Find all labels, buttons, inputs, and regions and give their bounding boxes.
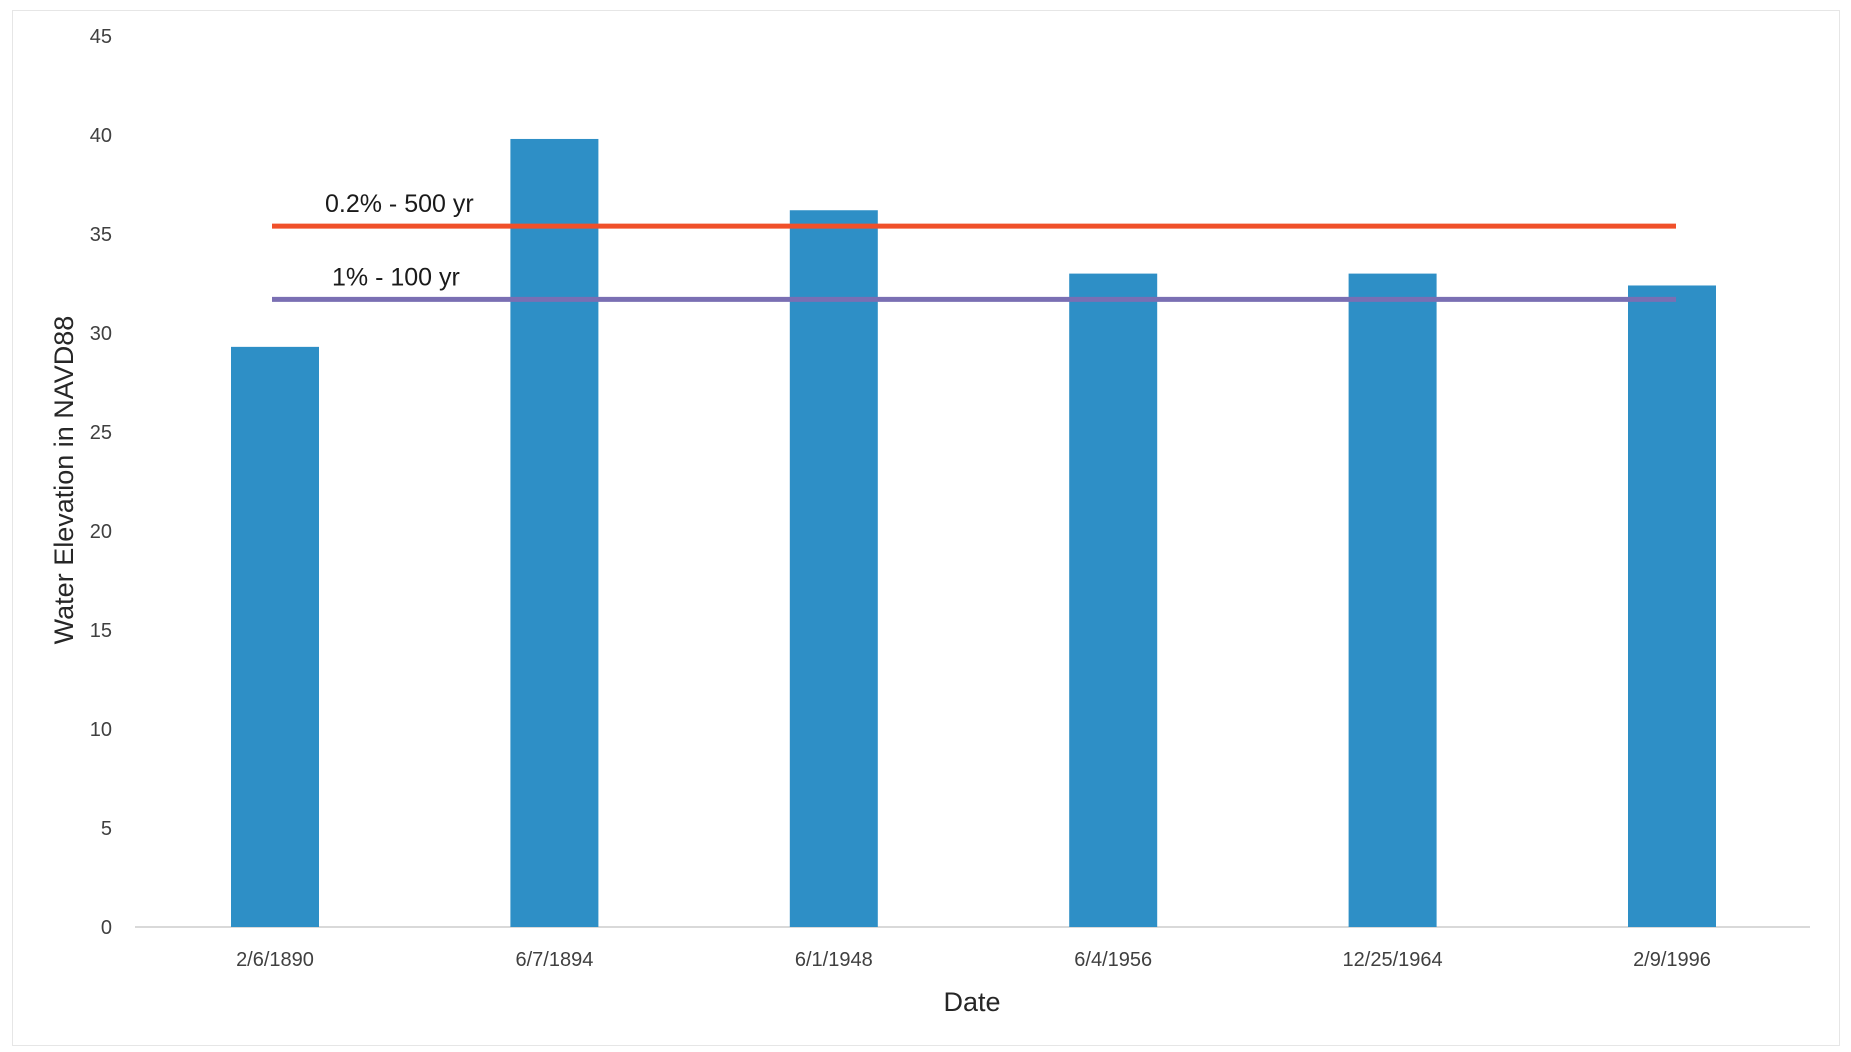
y-tick-label: 15 [90,620,112,642]
bar [1348,273,1437,928]
x-axis-title: Date [943,987,1000,1017]
x-tick-label: 6/1/1948 [795,949,873,971]
y-tick-label: 10 [90,719,112,741]
y-tick-label: 0 [101,917,112,939]
bar [1628,285,1716,928]
y-tick-label: 45 [90,26,112,48]
reference-line-label: 0.2% - 500 yr [325,190,474,218]
x-tick-label: 6/7/1894 [515,949,593,971]
x-axis-ticks: 2/6/1890 6/7/1894 6/1/1948 6/4/1956 12/25/19… [236,949,1711,971]
x-tick-label: 6/4/1956 [1074,949,1152,971]
y-tick-label: 30 [90,323,112,345]
bars [231,138,1716,928]
y-tick-label: 25 [90,422,112,444]
y-tick-label: 40 [90,125,112,147]
y-axis-title: Water Elevation in NAVD88 [49,316,79,645]
bar [1069,273,1158,928]
y-tick-label: 35 [90,224,112,246]
x-tick-label: 2/9/1996 [1633,949,1711,971]
y-tick-label: 20 [90,521,112,543]
bar [231,346,319,927]
x-tick-label: 12/25/1964 [1343,949,1443,971]
y-tick-label: 5 [101,818,112,840]
reference-lines: 0.2% - 500 yr 1% - 100 yr [272,190,1676,302]
bar [789,210,878,928]
bar [510,138,599,927]
reference-line-label: 1% - 100 yr [332,263,460,291]
x-tick-label: 2/6/1890 [236,949,314,971]
y-axis-ticks: 0 5 10 15 20 25 30 35 40 45 [90,26,112,939]
